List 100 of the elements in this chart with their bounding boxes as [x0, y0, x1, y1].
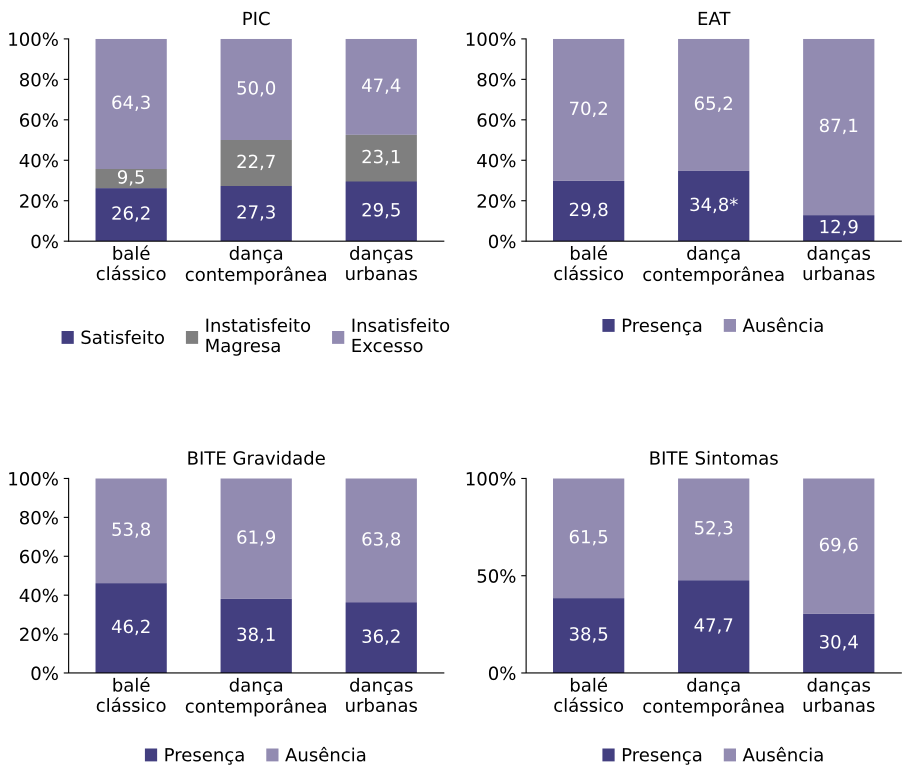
data-label: 70,2: [570, 101, 607, 117]
data-label: 22,7: [237, 154, 275, 170]
data-label: 29,8: [570, 202, 608, 218]
bar: [220, 140, 292, 186]
data-label: 23,1: [362, 150, 400, 166]
data-label: 36,2: [362, 629, 400, 645]
y-tick-label: 100%: [466, 32, 516, 46]
x-tick-label: balé clássico: [554, 245, 624, 280]
bar: [220, 478, 292, 599]
x-tick-label: danças urbanas: [804, 246, 875, 280]
x-tick-label: dança contemporânea: [643, 246, 784, 285]
x-tick-label: danças urbanas: [346, 678, 418, 712]
data-label: 64,3: [112, 96, 150, 112]
bar: [678, 580, 750, 673]
data-label: 63,8: [362, 532, 400, 548]
bar: [553, 180, 624, 242]
data-label: 65,2: [694, 96, 732, 112]
chart-title: PIC: [244, 12, 270, 26]
bar: [346, 602, 417, 673]
bar: [803, 215, 874, 242]
data-label: 27,3: [237, 205, 275, 221]
data-label: 46,2: [112, 620, 150, 636]
y-tick-label: 20%: [478, 194, 516, 208]
bar: [220, 38, 292, 140]
y-tick-label: 80%: [477, 72, 516, 86]
data-label: 29,5: [362, 202, 400, 218]
bar: [803, 478, 874, 614]
data-label: 26,2: [112, 206, 150, 222]
legend-label: Presença: [165, 748, 244, 765]
bar: [553, 38, 624, 181]
bar: [220, 186, 292, 242]
bar: [96, 38, 167, 169]
x-tick-label: dança contemporânea: [186, 678, 326, 716]
y-tick-label: 40%: [20, 588, 58, 602]
y-tick-label: 20%: [20, 628, 58, 642]
bar: [553, 478, 624, 598]
data-label: 38,1: [237, 628, 275, 643]
legend-label: Insatisfeito Excesso: [352, 318, 450, 352]
y-tick-label: 40%: [20, 154, 58, 168]
y-tick-label: 60%: [478, 113, 516, 127]
legend-label: Presença: [622, 318, 702, 336]
data-label: 47,7: [694, 618, 732, 634]
y-tick-label: 0%: [31, 666, 58, 680]
y-tick-label: 0%: [488, 234, 516, 248]
y-tick-label: 50%: [478, 569, 516, 583]
data-label: 30,4: [820, 634, 858, 650]
x-tick-label: danças urbanas: [804, 678, 875, 712]
bar: [803, 38, 874, 216]
x-tick-label: balé clássico: [554, 677, 624, 712]
bar: [346, 478, 417, 603]
y-tick-label: 80%: [20, 510, 58, 524]
legend-label: Ausência: [742, 317, 823, 332]
bar: [96, 188, 167, 242]
x-tick-label: dança contemporânea: [186, 246, 326, 285]
legend-label: Instatisfeito Magresa: [206, 318, 310, 356]
y-tick-label: 60%: [20, 550, 58, 564]
legend-label: Presença: [622, 748, 702, 765]
y-tick-label: 60%: [20, 113, 58, 127]
bar: [346, 182, 417, 242]
data-label: 34,8*: [690, 198, 738, 214]
bar: [220, 598, 292, 673]
y-tick-label: 100%: [9, 32, 58, 46]
chart-title: BITE Sintomas: [650, 450, 778, 465]
data-label: 61,5: [570, 530, 608, 546]
data-label: 69,6: [820, 538, 858, 554]
chart-title: EAT: [698, 12, 730, 26]
data-label: 53,8: [112, 522, 150, 538]
bar: [346, 134, 417, 182]
x-tick-label: dança contemporânea: [643, 678, 784, 716]
legend-label: Ausência: [285, 746, 366, 762]
data-label: 87,1: [820, 118, 858, 134]
bar: [553, 598, 624, 673]
bar: [96, 168, 167, 188]
bar: [678, 38, 750, 171]
legend-label: Satisfeito: [81, 330, 164, 344]
data-label: 12,9: [820, 220, 858, 236]
y-tick-label: 100%: [466, 472, 516, 486]
x-tick-label: balé clássico: [96, 677, 166, 712]
x-tick-label: balé clássico: [96, 245, 166, 280]
y-tick-label: 80%: [20, 72, 58, 86]
y-tick-label: 0%: [31, 234, 58, 248]
chart-title: BITE Gravidade: [188, 450, 325, 465]
legend-label: Ausência: [742, 746, 823, 762]
bar: [346, 38, 417, 135]
bar: [803, 614, 874, 673]
bar: [678, 478, 750, 580]
y-tick-label: 0%: [488, 666, 516, 680]
x-tick-label: danças urbanas: [346, 246, 418, 280]
y-tick-label: 100%: [9, 472, 58, 486]
bar: [96, 583, 167, 673]
data-label: 61,9: [237, 530, 276, 546]
y-tick-label: 20%: [20, 194, 58, 208]
data-label: 52,3: [694, 520, 732, 536]
y-tick-label: 40%: [477, 154, 516, 168]
data-label: 50,0: [237, 81, 276, 97]
data-label: 9,5: [118, 170, 144, 186]
bar: [96, 478, 167, 584]
bar: [678, 170, 750, 242]
data-label: 47,4: [362, 78, 400, 94]
data-label: 38,5: [570, 627, 608, 643]
